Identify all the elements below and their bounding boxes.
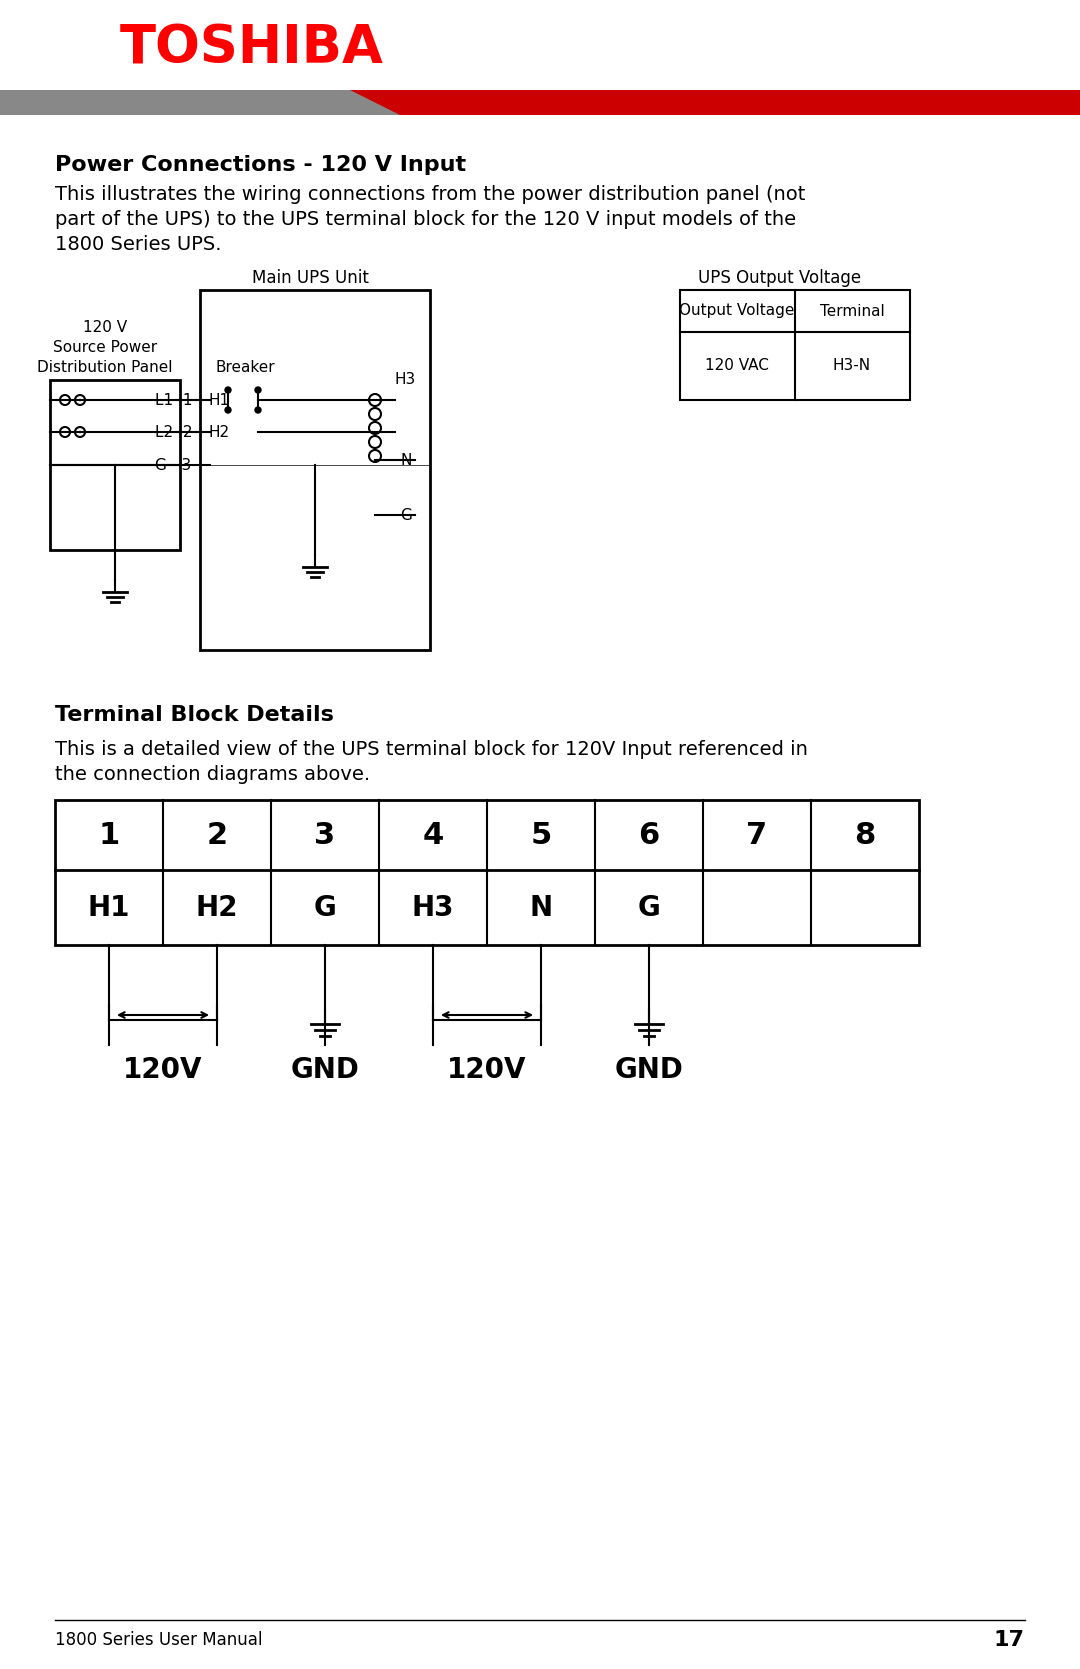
- Bar: [55, 799, 919, 945]
- Text: G: G: [400, 507, 411, 522]
- Text: Main UPS Unit: Main UPS Unit: [252, 269, 368, 287]
- Text: G: G: [637, 893, 660, 921]
- Text: 1: 1: [98, 821, 120, 850]
- Text: 3: 3: [314, 821, 336, 850]
- Text: GND: GND: [291, 1056, 360, 1083]
- Text: GND: GND: [615, 1056, 684, 1083]
- Text: This illustrates the wiring connections from the power distribution panel (not: This illustrates the wiring connections …: [55, 185, 806, 204]
- Bar: [680, 290, 910, 401]
- Text: 4: 4: [422, 821, 444, 850]
- Text: G   3: G 3: [156, 457, 191, 472]
- Text: TOSHIBA: TOSHIBA: [120, 22, 383, 73]
- Polygon shape: [0, 90, 420, 115]
- Text: the connection diagrams above.: the connection diagrams above.: [55, 764, 370, 784]
- Text: part of the UPS) to the UPS terminal block for the 120 V input models of the: part of the UPS) to the UPS terminal blo…: [55, 210, 796, 229]
- Text: H1: H1: [208, 392, 229, 407]
- Bar: [200, 290, 430, 649]
- Text: Terminal Block Details: Terminal Block Details: [55, 704, 334, 724]
- Text: L2  2: L2 2: [156, 424, 192, 439]
- Text: Breaker: Breaker: [215, 361, 274, 376]
- Text: Power Connections - 120 V Input: Power Connections - 120 V Input: [55, 155, 467, 175]
- Text: H3-N: H3-N: [833, 359, 872, 374]
- Polygon shape: [350, 90, 1080, 115]
- Circle shape: [255, 387, 261, 392]
- Text: H3: H3: [411, 893, 455, 921]
- Text: G: G: [313, 893, 336, 921]
- Text: H2: H2: [195, 893, 239, 921]
- Text: 6: 6: [638, 821, 660, 850]
- Text: H1: H1: [87, 893, 131, 921]
- Text: 17: 17: [994, 1631, 1025, 1651]
- Text: 1800 Series UPS.: 1800 Series UPS.: [55, 235, 221, 254]
- Text: 5: 5: [530, 821, 552, 850]
- Circle shape: [225, 407, 231, 412]
- Text: H2: H2: [208, 424, 229, 439]
- Text: This is a detailed view of the UPS terminal block for 120V Input referenced in: This is a detailed view of the UPS termi…: [55, 739, 808, 759]
- Bar: [50, 381, 180, 551]
- Text: N: N: [400, 452, 411, 467]
- Circle shape: [225, 387, 231, 392]
- Circle shape: [255, 407, 261, 412]
- Text: 120 VAC: 120 VAC: [705, 359, 769, 374]
- Text: Terminal: Terminal: [820, 304, 885, 319]
- Text: 120 V
Source Power
Distribution Panel: 120 V Source Power Distribution Panel: [37, 320, 173, 374]
- Text: Output Voltage: Output Voltage: [679, 304, 795, 319]
- Text: L1  1: L1 1: [156, 392, 192, 407]
- Text: 7: 7: [746, 821, 768, 850]
- Text: 2: 2: [206, 821, 228, 850]
- Text: 1800 Series User Manual: 1800 Series User Manual: [55, 1631, 262, 1649]
- Text: N: N: [529, 893, 553, 921]
- Text: UPS Output Voltage: UPS Output Voltage: [699, 269, 862, 287]
- Text: H3: H3: [395, 372, 416, 387]
- Text: 120V: 120V: [123, 1056, 203, 1083]
- Text: 120V: 120V: [447, 1056, 527, 1083]
- Text: 8: 8: [854, 821, 876, 850]
